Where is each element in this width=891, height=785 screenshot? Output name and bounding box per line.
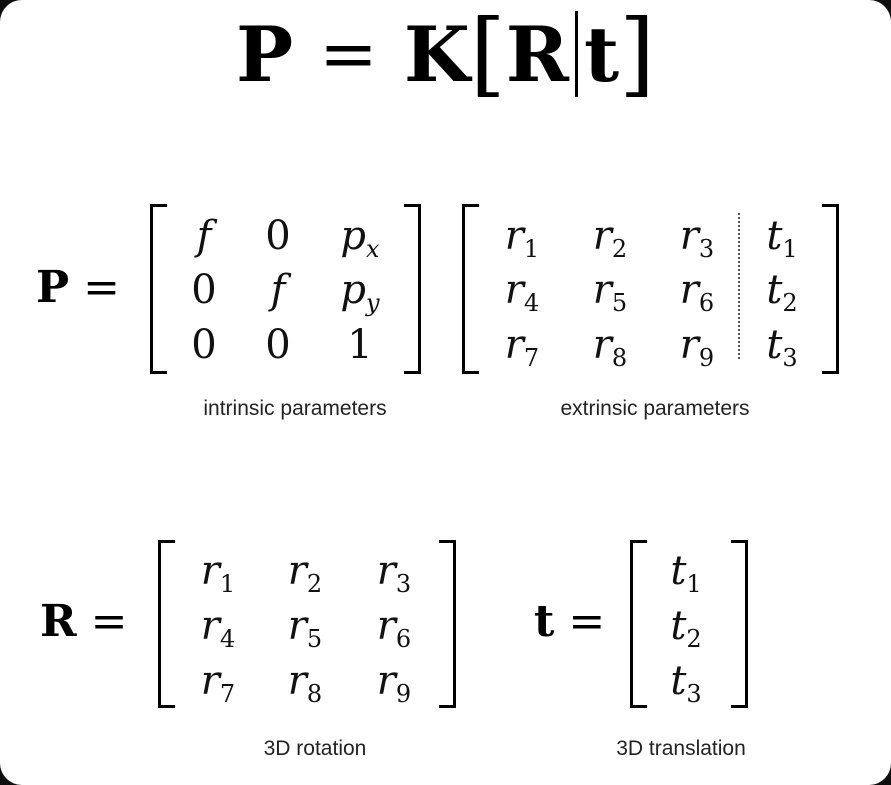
extrinsic-cell-2-4: t2 xyxy=(766,267,798,317)
title-left-bracket: [ xyxy=(469,0,506,107)
translation-right-bracket xyxy=(731,540,748,708)
title-P: P xyxy=(236,9,294,99)
extrinsic-cell-3-2: r8 xyxy=(592,322,628,372)
extrinsic-cell-2-1: r4 xyxy=(504,267,540,317)
projection-symbol: P xyxy=(36,262,70,313)
intrinsic-cell-1-1: f xyxy=(196,213,212,259)
extrinsic-cell-3-3: r9 xyxy=(679,322,715,372)
rotation-right-bracket xyxy=(439,540,456,708)
projection-equals: = xyxy=(83,262,120,313)
rotation-cell-1-2: r2 xyxy=(287,548,323,598)
extrinsic-cell-2-3: r6 xyxy=(679,267,715,317)
extrinsic-cell-2-2: r5 xyxy=(592,267,628,317)
translation-symbol: t xyxy=(534,596,555,647)
intrinsic-cell-1-2: 0 xyxy=(265,213,291,259)
title-t: t xyxy=(583,9,620,99)
intrinsic-cell-3-3: 1 xyxy=(347,322,373,368)
intrinsic-cell-3-1: 0 xyxy=(191,322,217,368)
rotation-cell-3-1: r7 xyxy=(200,658,236,708)
translation-cell-1-1: t1 xyxy=(670,548,702,598)
extrinsic-divider xyxy=(738,213,740,359)
extrinsic-cell-1-4: t1 xyxy=(766,213,798,263)
title-K: K xyxy=(403,9,470,99)
title-separator xyxy=(574,11,578,97)
translation-cell-3-1: t3 xyxy=(670,658,702,708)
translation-left-bracket xyxy=(630,540,647,708)
extrinsic-cell-1-2: r2 xyxy=(592,213,628,263)
intrinsic-cell-2-2: f xyxy=(270,267,286,313)
extrinsic-cell-3-1: r7 xyxy=(504,322,540,372)
title-right-bracket: ] xyxy=(619,0,655,107)
extrinsic-cell-1-1: r1 xyxy=(504,213,540,263)
rotation-left-bracket xyxy=(158,540,175,708)
rotation-cell-1-3: r3 xyxy=(376,548,412,598)
extrinsic-left-bracket xyxy=(462,204,479,374)
rotation-cell-2-2: r5 xyxy=(287,603,323,653)
rotation-cell-2-3: r6 xyxy=(376,603,412,653)
title-R: R xyxy=(505,9,569,99)
rotation-cell-2-1: r4 xyxy=(200,603,236,653)
intrinsic-caption: intrinsic parameters xyxy=(203,397,387,420)
intrinsic-cell-2-3: py xyxy=(340,267,380,317)
rotation-cell-1-1: r1 xyxy=(200,548,236,598)
intrinsic-right-bracket xyxy=(404,204,421,374)
projection-lhs: P = xyxy=(36,262,120,313)
translation-cell-2-1: t2 xyxy=(670,603,702,653)
intrinsic-cell-3-2: 0 xyxy=(265,322,291,368)
rotation-cell-3-3: r9 xyxy=(376,658,412,708)
intrinsic-cell-2-1: 0 xyxy=(191,267,217,313)
rotation-caption: 3D rotation xyxy=(263,737,367,760)
translation-caption: 3D translation xyxy=(616,737,746,760)
extrinsic-right-bracket xyxy=(822,204,839,374)
extrinsic-caption: extrinsic parameters xyxy=(560,397,750,420)
intrinsic-left-bracket xyxy=(150,204,167,374)
title-equals: = xyxy=(319,13,378,95)
main-equation: P = K [ R t ] xyxy=(0,6,891,102)
rotation-lhs: R = xyxy=(40,596,127,647)
translation-lhs: t = xyxy=(534,596,605,647)
rotation-equals: = xyxy=(90,596,128,647)
rotation-symbol: R xyxy=(40,596,77,647)
extrinsic-cell-3-4: t3 xyxy=(766,322,798,372)
translation-equals: = xyxy=(568,596,606,647)
rotation-cell-3-2: r8 xyxy=(287,658,323,708)
extrinsic-cell-1-3: r3 xyxy=(679,213,715,263)
intrinsic-cell-1-3: px xyxy=(340,213,380,263)
